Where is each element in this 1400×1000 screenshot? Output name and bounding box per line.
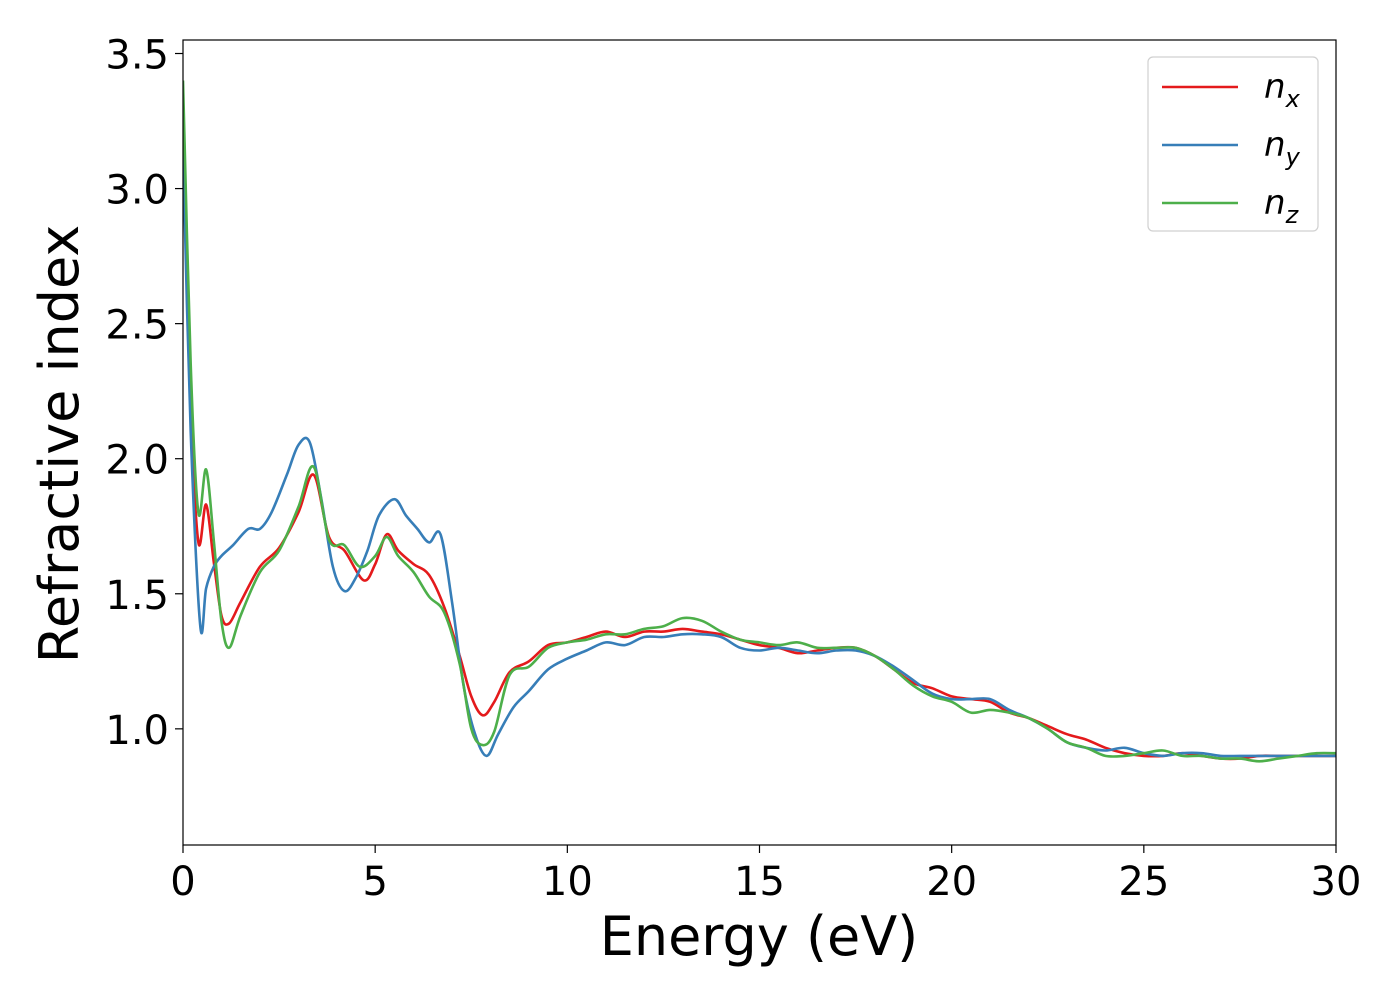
- legend-label-nx: nx: [1264, 67, 1301, 113]
- series-line-ny: [183, 148, 1336, 758]
- x-tick-label: 5: [362, 859, 387, 905]
- x-tick-label: 30: [1311, 859, 1362, 905]
- y-tick-label: 3.5: [105, 33, 169, 79]
- x-tick-label: 10: [542, 859, 593, 905]
- x-tick-label: 15: [734, 859, 785, 905]
- x-tick-label: 20: [926, 859, 977, 905]
- y-tick-label: 1.5: [105, 573, 169, 619]
- plot-area: [183, 80, 1336, 763]
- y-tick-label: 2.5: [105, 303, 169, 349]
- x-axis-label: Energy (eV): [600, 905, 919, 968]
- axes: 0 5 10 15 20 25 30 1.0 1.5 2.0 2.5 3.0 3.5: [105, 33, 1361, 905]
- y-tick-label: 1.0: [105, 708, 169, 754]
- series-line-nz: [183, 80, 1336, 763]
- y-tick-label: 2.0: [105, 438, 169, 484]
- x-tick-label: 0: [170, 859, 195, 905]
- series-line-nx: [183, 142, 1336, 761]
- y-tick-label: 3.0: [105, 168, 169, 214]
- y-axis-label: Refractive index: [28, 225, 91, 664]
- x-tick-label: 25: [1118, 859, 1169, 905]
